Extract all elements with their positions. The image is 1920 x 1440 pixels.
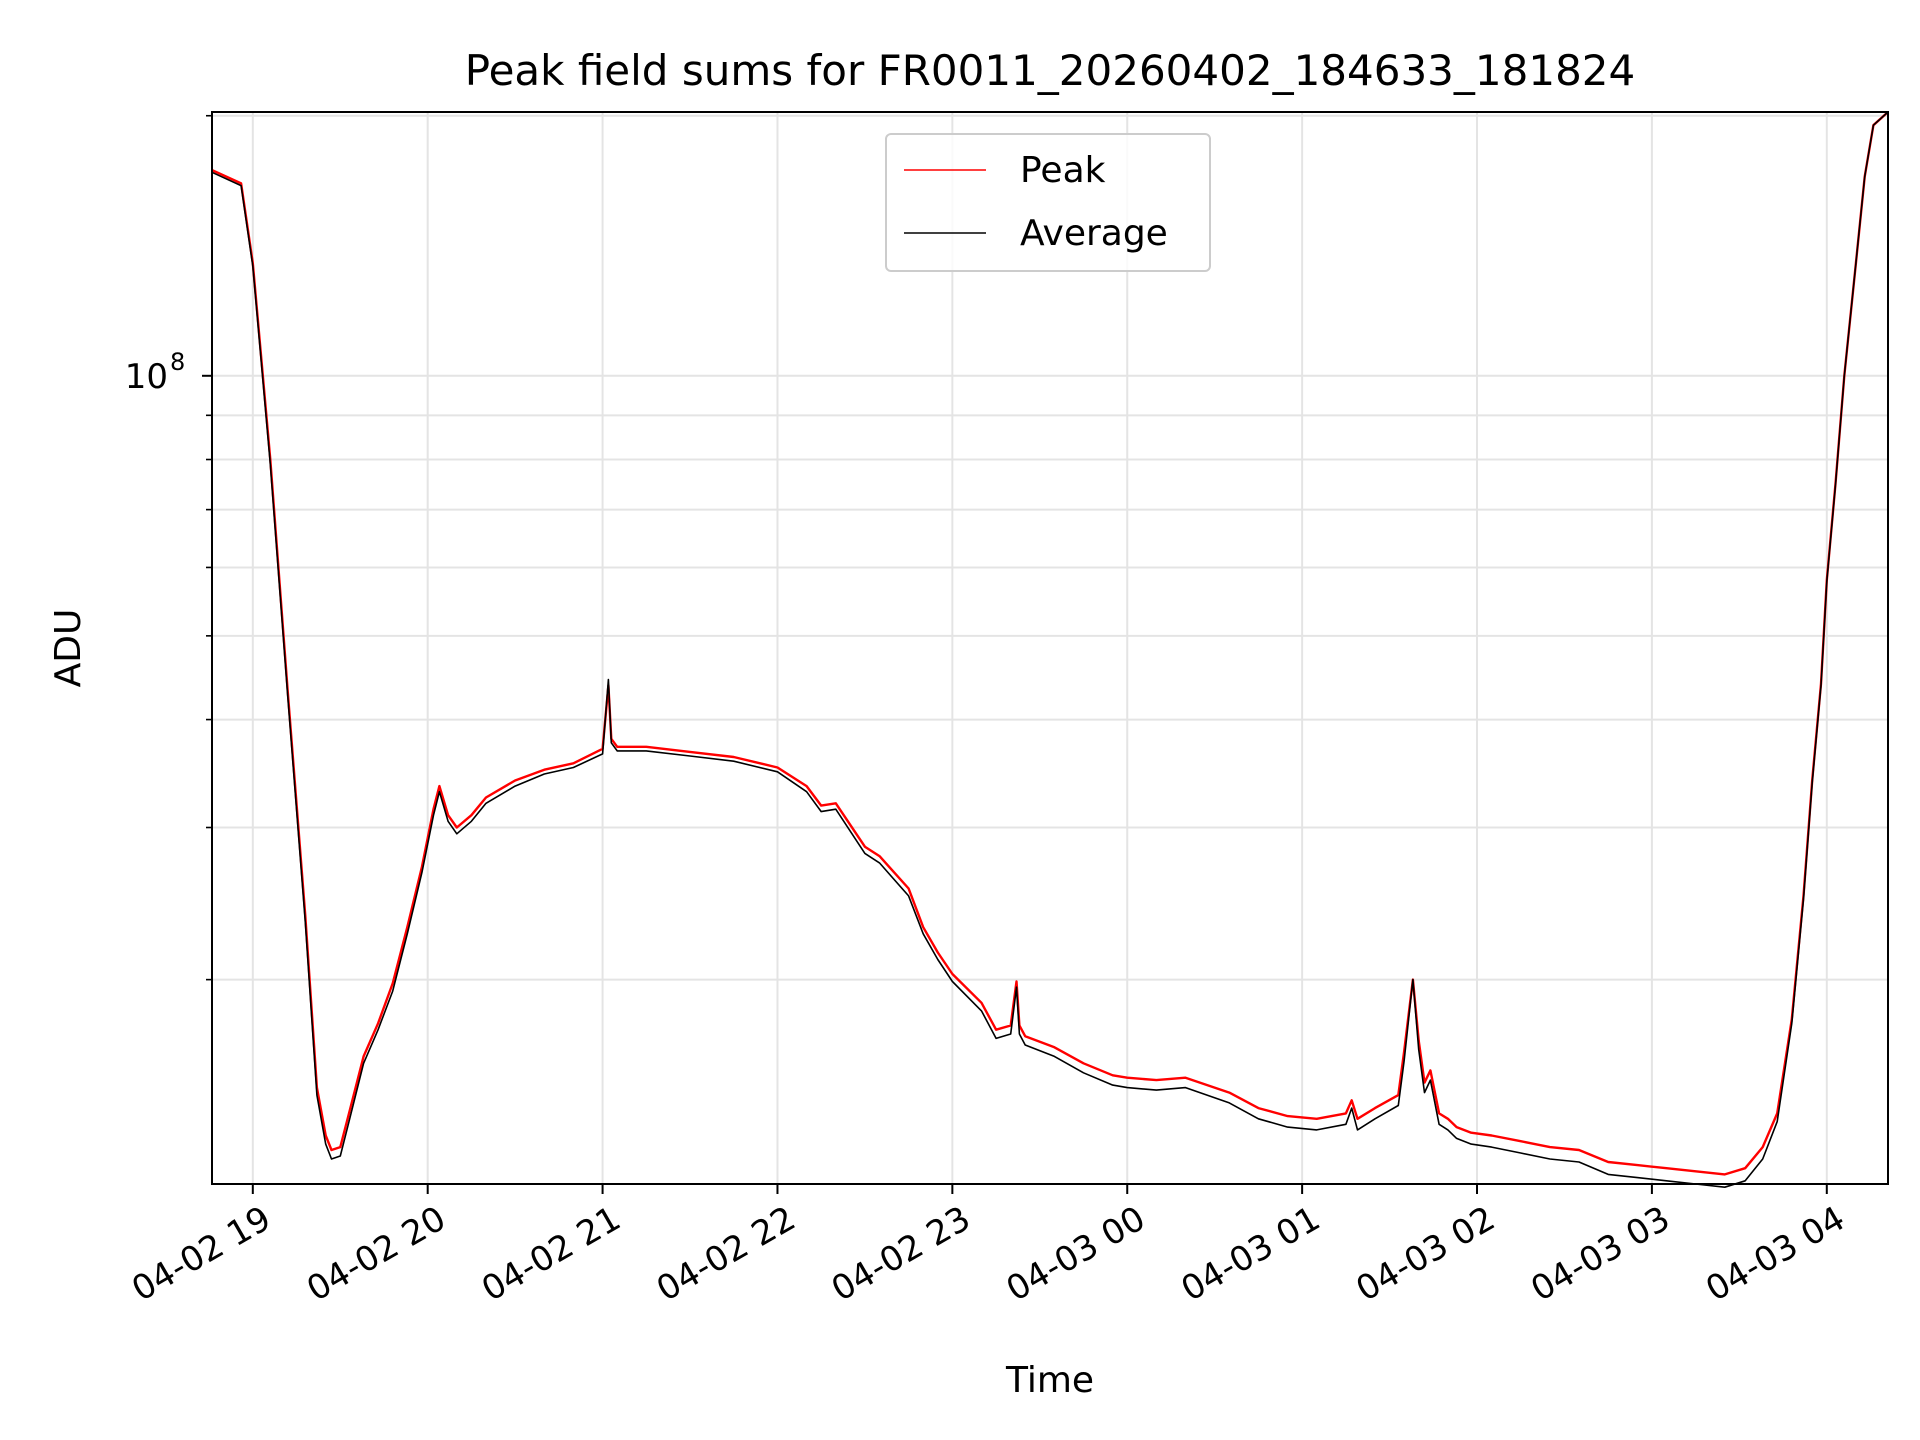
grid	[212, 112, 1888, 1184]
plot-lines	[211, 111, 1889, 1188]
chart-title: Peak field sums for FR0011_20260402_1846…	[465, 46, 1635, 95]
plot-frame	[211, 111, 1889, 1185]
legend-label-peak: Peak	[1020, 150, 1106, 191]
y-tick-label-exponent: 8	[170, 348, 185, 376]
series-line-average	[211, 111, 1889, 1188]
y-axis-label: ADU	[48, 609, 89, 688]
x-axis-label: Time	[1005, 1360, 1094, 1401]
legend: Peak Average	[885, 133, 1211, 272]
y-tick-label: 10	[125, 357, 168, 397]
legend-box	[885, 133, 1211, 272]
legend-label-average: Average	[1020, 213, 1168, 254]
series-line-peak	[211, 111, 1889, 1176]
